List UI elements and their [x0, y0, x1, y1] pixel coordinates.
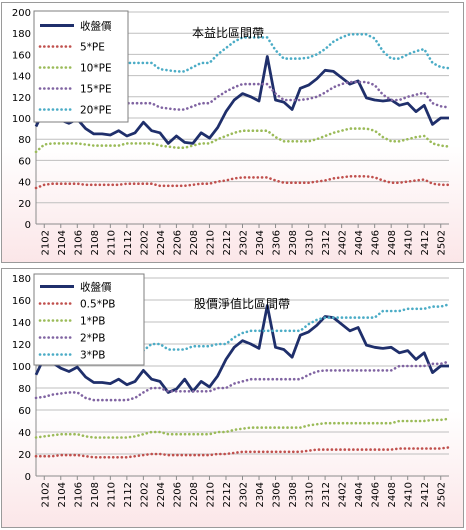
- y-tick-label: 140: [12, 318, 31, 329]
- y-tick-label: 60: [18, 406, 31, 417]
- x-tick-label: 2408: [387, 230, 398, 255]
- legend-label-0: 收盤價: [80, 281, 112, 294]
- x-tick-label: 2404: [354, 230, 365, 255]
- x-tick-label: 2202: [139, 482, 150, 507]
- y-tick-label: 80: [18, 384, 31, 395]
- y-tick-label: 120: [12, 340, 31, 351]
- x-tick-label: 2312: [321, 230, 332, 255]
- series-line-3: [34, 360, 451, 402]
- chart-title: 股價淨值比區間帶: [194, 296, 290, 311]
- x-tick-label: 2112: [123, 482, 134, 507]
- legend: 收盤價 0.5*PB 1*PB 2*PB 3*PB: [33, 273, 145, 366]
- y-tick-label: 180: [12, 274, 31, 285]
- x-tick-label: 2402: [338, 230, 349, 255]
- x-tick-label: 2104: [57, 482, 68, 507]
- x-tick-label: 2108: [90, 230, 101, 255]
- x-tick-label: 2408: [387, 482, 398, 507]
- legend-label-2: 1*PB: [80, 316, 105, 328]
- x-tick-label: 2412: [420, 230, 431, 255]
- x-tick-label: 2106: [73, 482, 84, 507]
- x-tick-label: 2306: [272, 230, 283, 255]
- x-tick-label: 2206: [172, 482, 183, 507]
- x-tick-label: 2212: [222, 482, 233, 507]
- legend-label-4: 3*PB: [80, 350, 105, 362]
- x-tick-label: 2204: [156, 482, 167, 507]
- y-tick-label: 40: [18, 428, 31, 439]
- x-tick-label: 2302: [239, 482, 250, 507]
- legend: 收盤價 5*PE 10*PE 15*PE 20*PE: [33, 10, 129, 123]
- x-tick-label: 2406: [371, 230, 382, 255]
- x-tick-label: 2406: [371, 482, 382, 507]
- x-tick-label: 2306: [272, 482, 283, 507]
- x-tick-label: 2302: [239, 230, 250, 255]
- y-tick-label: 0: [25, 472, 31, 483]
- x-tick-label: 2404: [354, 482, 365, 507]
- series-line-0: [34, 55, 449, 145]
- x-tick-label: 2304: [255, 230, 266, 255]
- series-line-0: [34, 304, 449, 394]
- x-tick-label: 2412: [420, 482, 431, 507]
- series-line-1: [34, 446, 451, 459]
- x-tick-label: 2202: [139, 230, 150, 255]
- legend-label-2: 10*PE: [80, 63, 112, 75]
- series-line-1: [34, 175, 451, 190]
- chart-title: 本益比區間帶: [192, 26, 264, 40]
- x-tick-label: 2208: [189, 482, 200, 507]
- x-tick-label: 2208: [189, 230, 200, 255]
- x-tick-label: 2210: [205, 230, 216, 255]
- legend-label-3: 2*PB: [80, 333, 105, 345]
- x-tick-label: 2210: [205, 482, 216, 507]
- x-tick-label: 2110: [106, 482, 117, 507]
- y-tick-label: 60: [18, 156, 31, 167]
- y-tick-label: 40: [18, 178, 31, 189]
- legend-box: [33, 10, 129, 123]
- legend-label-1: 5*PE: [80, 42, 105, 54]
- pe-band-chart: 0 20 40 60 80 100 120 140 160 180 200 2102 2104 2106 2…: [1, 2, 464, 263]
- legend-label-0: 收盤價: [80, 20, 112, 33]
- series-line-2: [34, 127, 451, 154]
- x-tick-label: 2104: [57, 230, 68, 255]
- y-tick-label: 100: [12, 362, 31, 373]
- x-tick-label: 2206: [172, 230, 183, 255]
- pe-band-chart-svg: 0 20 40 60 80 100 120 140 160 180 200 2102 2104 2106 2…: [12, 8, 451, 255]
- y-tick-label: 0: [25, 220, 31, 231]
- series-line-2: [34, 417, 451, 439]
- x-tick-label: 2410: [404, 482, 415, 507]
- x-tick-label: 2312: [321, 482, 332, 507]
- legend-label-4: 20*PE: [80, 105, 112, 117]
- y-tick-label: 160: [12, 296, 31, 307]
- x-tick-label: 2212: [222, 230, 233, 255]
- x-tick-label: 2106: [73, 230, 84, 255]
- x-tick-label: 2102: [40, 482, 51, 507]
- x-tick-label: 2502: [437, 230, 448, 255]
- x-tick-label: 2310: [305, 230, 316, 255]
- y-tick-label: 140: [12, 72, 31, 83]
- series-line-3: [34, 80, 451, 118]
- legend-label-1: 0.5*PB: [80, 299, 115, 311]
- x-tick-label: 2502: [437, 482, 448, 507]
- x-tick-label: 2108: [90, 482, 101, 507]
- y-tick-label: 120: [12, 93, 31, 104]
- y-tick-label: 100: [12, 114, 31, 125]
- x-tick-label: 2402: [338, 482, 349, 507]
- y-tick-label: 180: [12, 29, 31, 40]
- x-tick-label: 2410: [404, 230, 415, 255]
- y-tick-label: 20: [18, 199, 31, 210]
- x-tick-label: 2304: [255, 482, 266, 507]
- x-tick-label: 2112: [123, 230, 134, 255]
- pb-band-chart: 0 20 40 60 80 100 120 140 160 180 2102 2104 2106 2108…: [1, 268, 464, 528]
- x-tick-label: 2310: [305, 482, 316, 507]
- x-tick-label: 2204: [156, 230, 167, 255]
- y-tick-label: 20: [18, 450, 31, 461]
- x-tick-label: 2102: [40, 230, 51, 255]
- x-tick-label: 2308: [288, 230, 299, 255]
- y-tick-label: 160: [12, 50, 31, 61]
- pb-band-chart-svg: 0 20 40 60 80 100 120 140 160 180 2102 2104 2106 2108…: [12, 273, 451, 507]
- y-tick-label: 200: [12, 8, 31, 19]
- y-tick-label: 80: [18, 135, 31, 146]
- x-tick-label: 2110: [106, 230, 117, 255]
- x-tick-label: 2308: [288, 482, 299, 507]
- legend-label-3: 15*PE: [80, 84, 112, 96]
